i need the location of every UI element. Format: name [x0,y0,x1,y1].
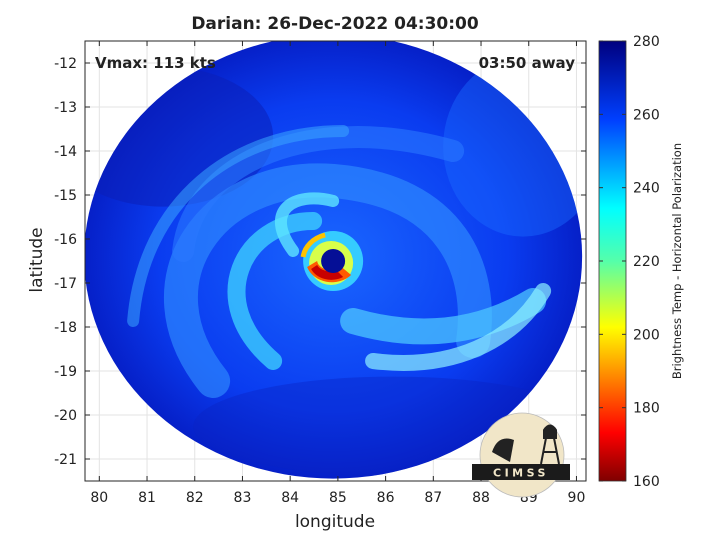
warm-band [443,56,583,237]
rain-band [275,192,340,257]
x-tick-label: 86 [377,490,395,506]
time-offset-annotation: 03:50 away [479,54,576,72]
y-tick-label: -21 [54,452,77,468]
colorbar-tick-label: 180 [633,401,660,417]
y-axis-label: latitude [27,227,47,292]
colorbar-label: Brightness Temp - Horizontal Polarizatio… [670,143,684,379]
water-tower-icon [540,424,560,465]
colorbar-tick-label: 260 [633,107,660,123]
rain-band [127,125,350,327]
colorbar-tick-label: 240 [633,181,660,197]
colorbar-tick-label: 280 [633,34,660,50]
y-tick-label: -12 [54,56,77,72]
eyewall-arc [300,232,326,258]
y-tick-label: -15 [54,188,77,204]
satellite-dish-icon [492,438,514,462]
y-tick-label: -14 [54,144,77,160]
eye [321,249,346,273]
heatmap-swath [85,41,583,479]
y-tick-label: -20 [54,408,77,424]
plot-frame [84,40,587,482]
logo-text: CIMSS [493,467,549,480]
colorbar-tick-label: 220 [633,254,660,270]
colorbar-gradient [598,40,627,482]
rain-band [365,283,552,371]
x-tick-label: 84 [281,490,299,506]
x-tick-label: 90 [568,490,586,506]
colorbar-tick-label: 160 [633,474,660,490]
y-tick-label: -16 [54,232,77,248]
colorbar-tick-label: 200 [633,327,660,343]
x-tick-label: 85 [329,490,347,506]
x-tick-label: 88 [472,490,490,506]
rain-band [227,212,323,370]
axes: 80 81 82 83 84 85 86 87 88 89 90-12-13-14-15-16-17… [54,40,587,506]
x-tick-label: 82 [186,490,204,506]
y-tick-label: -19 [54,364,77,380]
x-tick-label: 87 [424,490,442,506]
eyewall-core [311,265,344,280]
rain-band [172,126,465,262]
colorbar: Brightness Temp - Horizontal Polarizatio… [598,34,684,490]
rain-band [164,163,492,398]
vmax-annotation: Vmax: 113 kts [95,54,216,72]
y-tick-label: -17 [54,276,77,292]
x-axis-label: longitude [295,512,375,532]
cimss-logo: CIMSS [472,412,570,498]
x-tick-label: 80 [90,490,108,506]
y-tick-label: -13 [54,100,77,116]
chart-title: Darian: 26-Dec-2022 04:30:00 [191,14,479,34]
x-tick-label: 83 [234,490,252,506]
y-tick-label: -18 [54,320,77,336]
x-tick-label: 81 [138,490,156,506]
rain-band [340,288,547,345]
